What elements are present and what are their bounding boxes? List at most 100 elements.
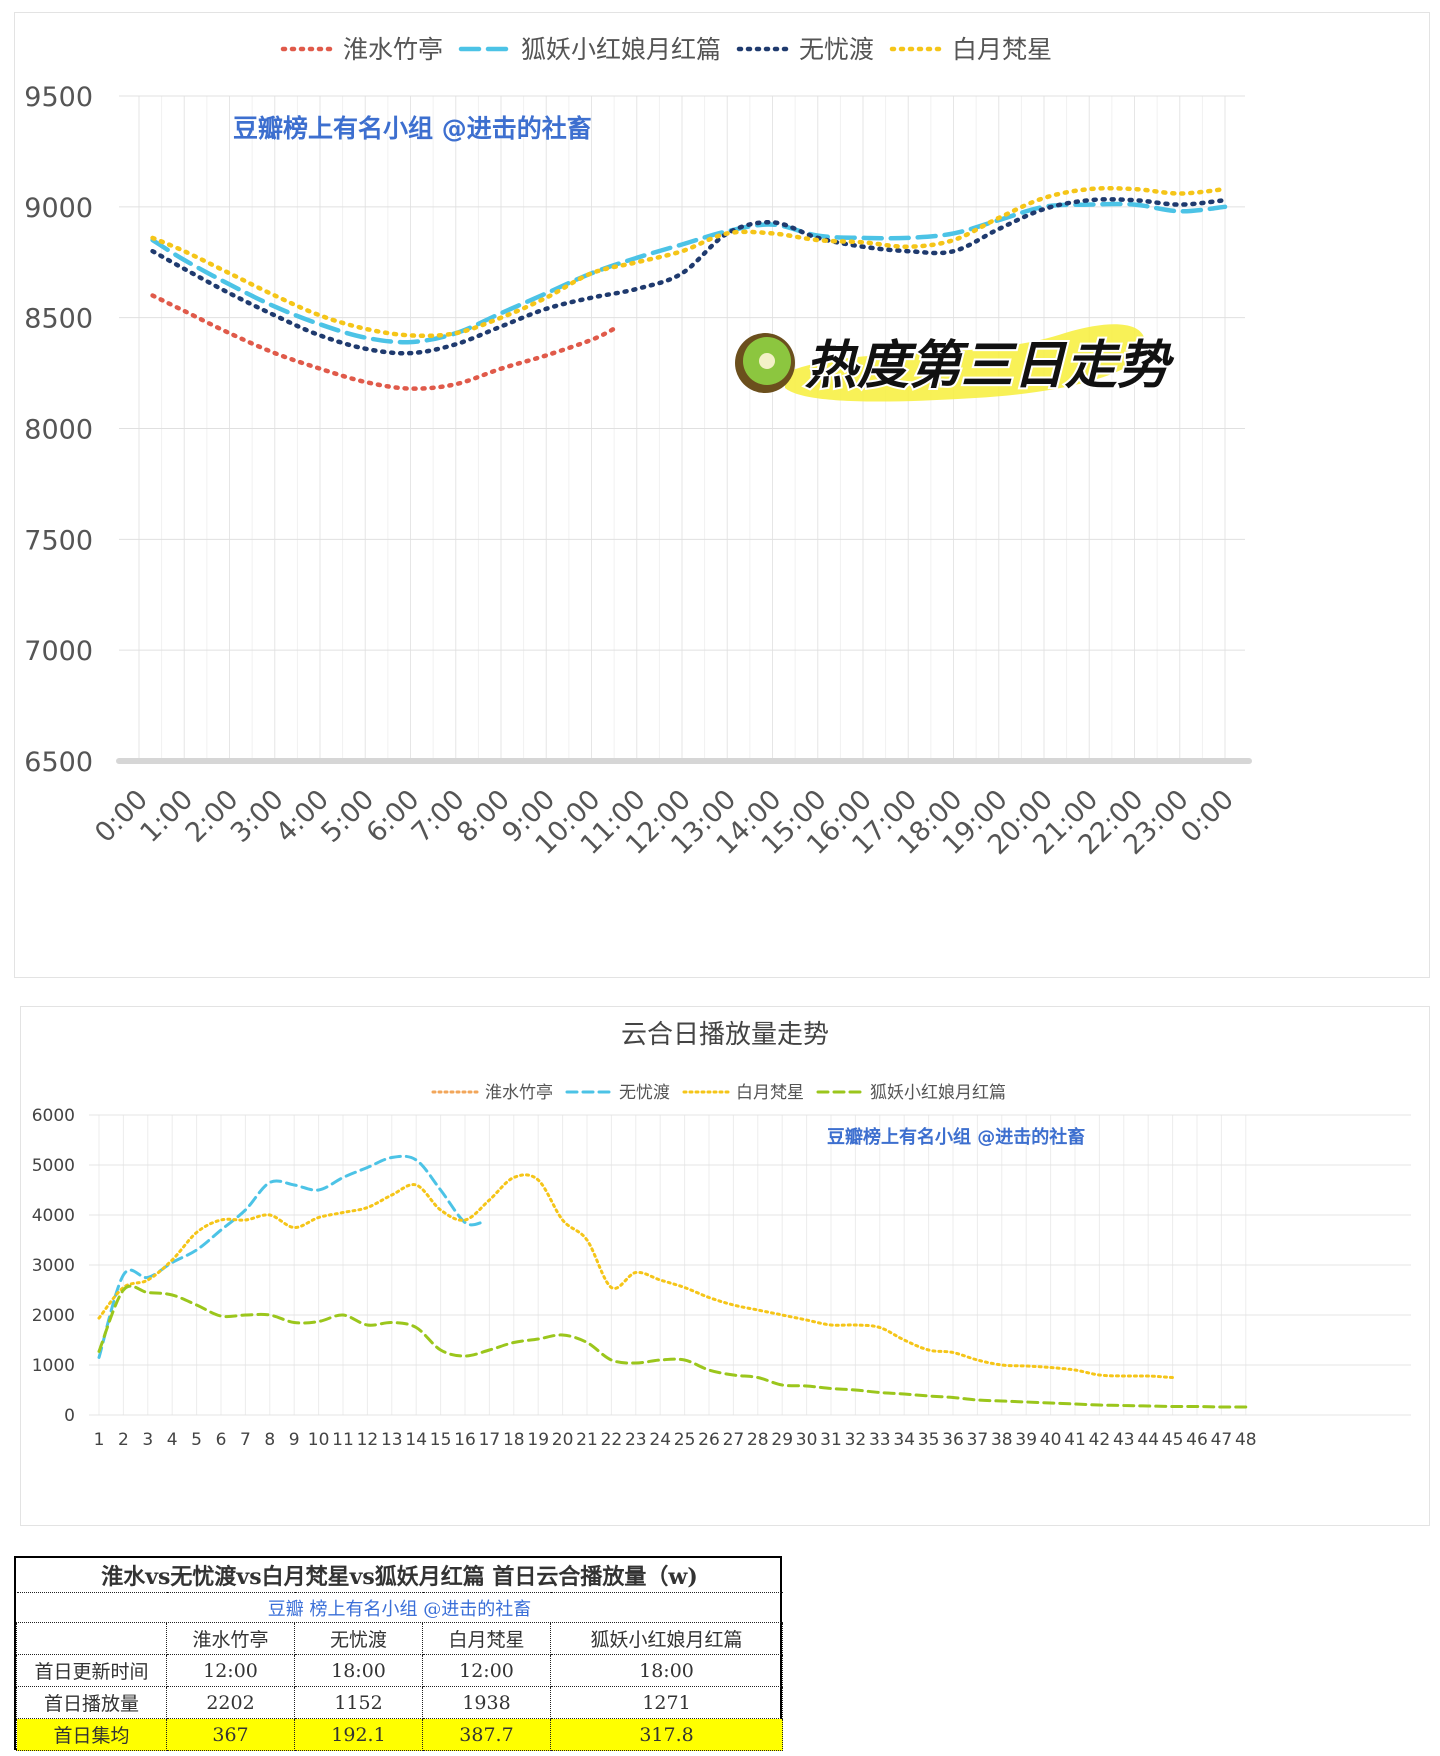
x-tick-label: 5 bbox=[191, 1430, 202, 1450]
x-tick-label: 20 bbox=[552, 1430, 574, 1450]
x-tick-label: 18 bbox=[503, 1430, 525, 1450]
y-tick-label: 8000 bbox=[24, 415, 93, 446]
x-tick-label: 11 bbox=[332, 1430, 354, 1450]
series-line bbox=[150, 197, 1228, 356]
table-credit: 豆瓣 榜上有名小组 @进击的社畜 bbox=[16, 1592, 783, 1623]
x-tick-label: 36 bbox=[942, 1430, 964, 1450]
table-cell: 1938 bbox=[422, 1686, 551, 1719]
table-cell: 1152 bbox=[294, 1686, 423, 1719]
y-tick-label: 0 bbox=[64, 1406, 75, 1426]
x-tick-label: 26 bbox=[698, 1430, 720, 1450]
row-label: 首日播放量 bbox=[16, 1686, 167, 1719]
table-cell: 18:00 bbox=[294, 1654, 423, 1687]
x-tick-label: 23 bbox=[625, 1430, 647, 1450]
series-line bbox=[150, 293, 617, 391]
x-tick-label: 30 bbox=[796, 1430, 818, 1450]
table-row: 首日更新时间 12:00 18:00 12:00 18:00 bbox=[16, 1654, 784, 1687]
x-tick-label: 47 bbox=[1211, 1430, 1233, 1450]
legend-label: 无忧渡 bbox=[619, 1083, 670, 1103]
x-tick-label: 39 bbox=[1015, 1430, 1037, 1450]
series-line bbox=[97, 1284, 1248, 1409]
x-tick-label: 10 bbox=[308, 1430, 330, 1450]
series-line bbox=[150, 201, 1228, 345]
table-header-cell: 白月梵星 bbox=[422, 1622, 551, 1655]
table-cell: 367 bbox=[166, 1718, 295, 1751]
y-tick-label: 7000 bbox=[24, 636, 93, 667]
x-tick-label: 34 bbox=[893, 1430, 915, 1450]
x-tick-label: 12 bbox=[357, 1430, 379, 1450]
x-tick-label: 0:00 bbox=[1175, 784, 1240, 849]
table-header-cell: 无忧渡 bbox=[294, 1622, 423, 1655]
table-cell: 317.8 bbox=[549, 1718, 784, 1751]
x-tick-label: 1 bbox=[94, 1430, 105, 1450]
heat-trend-chart: 65007000750080008500900095000:001:002:00… bbox=[24, 35, 1252, 861]
x-tick-label: 6 bbox=[216, 1430, 227, 1450]
x-tick-label: 21 bbox=[576, 1430, 598, 1450]
table-cell: 12:00 bbox=[422, 1654, 551, 1687]
legend-label: 淮水竹亭 bbox=[343, 35, 443, 64]
chart-title: 云合日播放量走势 bbox=[621, 1020, 829, 1050]
legend-label: 无忧渡 bbox=[799, 35, 874, 64]
series-line bbox=[97, 1173, 1175, 1379]
legend-label: 狐妖小红娘月红篇 bbox=[521, 35, 721, 64]
header-bg bbox=[21, 1007, 1429, 1107]
x-tick-label: 31 bbox=[820, 1430, 842, 1450]
x-tick-label: 13 bbox=[381, 1430, 403, 1450]
x-tick-label: 22 bbox=[601, 1430, 623, 1450]
x-tick-label: 28 bbox=[747, 1430, 769, 1450]
table-header-cell bbox=[16, 1622, 167, 1655]
kiwi-core bbox=[759, 353, 775, 369]
x-tick-label: 33 bbox=[869, 1430, 891, 1450]
x-tick-label: 25 bbox=[674, 1430, 696, 1450]
table-row: 首日播放量 2202 1152 1938 1271 bbox=[16, 1686, 784, 1719]
first-day-views-table: 淮水vs无忧渡vs白月梵星vs狐妖月红篇 首日云合播放量（w) 豆瓣 榜上有名小… bbox=[14, 1556, 784, 1751]
legend-label: 白月梵星 bbox=[736, 1083, 804, 1103]
y-tick-label: 9000 bbox=[24, 193, 93, 224]
y-tick-label: 6000 bbox=[32, 1107, 75, 1126]
x-tick-label: 27 bbox=[723, 1430, 745, 1450]
x-tick-label: 8 bbox=[264, 1430, 275, 1450]
x-tick-label: 9 bbox=[289, 1430, 300, 1450]
x-tick-label: 24 bbox=[649, 1430, 671, 1450]
overlay-title: 热度第三日走势 bbox=[805, 336, 1175, 396]
table-header-cell: 狐妖小红娘月红篇 bbox=[549, 1622, 784, 1655]
legend-label: 淮水竹亭 bbox=[485, 1083, 553, 1103]
y-tick-label: 6500 bbox=[24, 747, 93, 778]
overlay-badge bbox=[735, 324, 1146, 402]
y-tick-label: 9500 bbox=[24, 82, 93, 113]
row-label: 首日集均 bbox=[16, 1718, 167, 1751]
table-header-cell: 淮水竹亭 bbox=[166, 1622, 295, 1655]
y-tick-label: 4000 bbox=[32, 1206, 75, 1226]
x-tick-label: 4 bbox=[167, 1430, 178, 1450]
legend-label: 白月梵星 bbox=[952, 35, 1052, 64]
x-tick-label: 16 bbox=[454, 1430, 476, 1450]
row-label: 首日更新时间 bbox=[16, 1654, 167, 1687]
x-tick-label: 43 bbox=[1113, 1430, 1135, 1450]
table-cell: 12:00 bbox=[166, 1654, 295, 1687]
legend-label: 狐妖小红娘月红篇 bbox=[870, 1083, 1006, 1103]
x-tick-label: 32 bbox=[845, 1430, 867, 1450]
table-cell: 18:00 bbox=[549, 1654, 784, 1687]
table-cell: 1271 bbox=[549, 1686, 784, 1719]
heat-chart-panel: 6500 7000 7500 8000 8500 9000 9500 0:00 1:00 2:00… bbox=[14, 12, 1430, 978]
kiwi-icon bbox=[735, 333, 795, 393]
y-tick-label: 2000 bbox=[32, 1306, 75, 1326]
x-tick-label: 40 bbox=[1040, 1430, 1062, 1450]
watermark-text: 豆瓣榜上有名小组 @进击的社畜 bbox=[233, 114, 592, 143]
x-tick-label: 15 bbox=[430, 1430, 452, 1450]
series-line bbox=[150, 186, 1228, 339]
y-tick-label: 7500 bbox=[24, 525, 93, 556]
x-tick-label: 7 bbox=[240, 1430, 251, 1450]
x-tick-label: 45 bbox=[1162, 1430, 1184, 1450]
x-tick-label: 37 bbox=[967, 1430, 989, 1450]
x-tick-label: 14 bbox=[405, 1430, 427, 1450]
x-tick-label: 35 bbox=[918, 1430, 940, 1450]
y-tick-label: 5000 bbox=[32, 1156, 75, 1176]
table-row-highlight: 首日集均 367 192.1 387.7 317.8 bbox=[16, 1718, 784, 1751]
table-cell: 387.7 bbox=[422, 1718, 551, 1751]
x-tick-label: 19 bbox=[527, 1430, 549, 1450]
y-tick-label: 3000 bbox=[32, 1256, 75, 1276]
x-tick-label: 29 bbox=[771, 1430, 793, 1450]
